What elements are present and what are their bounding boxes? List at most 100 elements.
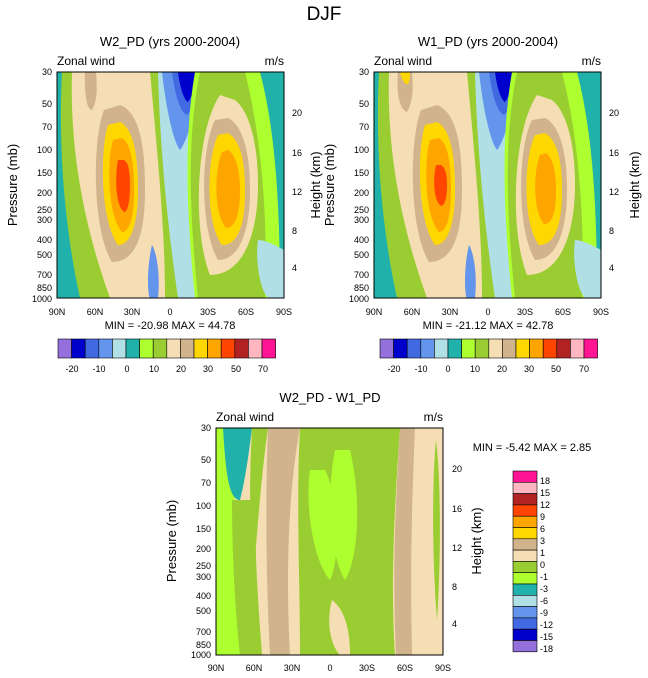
x-axis: 90N 60N 30N 0 30S 60S 90S: [366, 307, 609, 317]
colorbar-label: 30: [203, 364, 213, 374]
colorbar-swatch: [474, 338, 490, 359]
xtick-label: 60S: [555, 307, 571, 317]
ytick-label: 850: [196, 640, 211, 650]
xtick-label: 90S: [276, 307, 292, 317]
y-axis-right: 20 16 12 8 4: [609, 108, 619, 273]
ytick-label: 700: [37, 270, 52, 280]
contour-field: [216, 428, 443, 655]
height-tick-label: 8: [452, 582, 457, 592]
xtick-label: 0: [485, 307, 490, 317]
colorbar-swatch: [512, 493, 538, 506]
y-axis-left: 30 50 70 100 150 200 250 300 400 500 700…: [349, 67, 369, 304]
y-axis-right: 20 16 12 8 4: [452, 464, 462, 629]
colorbar-label: 18: [540, 476, 550, 486]
ytick-label: 150: [354, 168, 369, 178]
y-axis-label: Pressure (mb): [5, 144, 20, 226]
colorbar-label: -20: [387, 364, 400, 374]
colorbar-top-left: -20 -10 0 10 20 30 50 70: [57, 338, 276, 374]
colorbar-swatch: [447, 338, 462, 359]
colorbar-label: 10: [470, 364, 480, 374]
x-axis: 90N 60N 30N 0 30S 60S 90S: [49, 307, 292, 317]
colorbar-swatch: [261, 338, 276, 359]
colorbar-swatch: [512, 640, 538, 653]
contour-field: [374, 72, 601, 298]
colorbar-label: 0: [124, 364, 129, 374]
ytick-label: 700: [196, 627, 211, 637]
colorbar-label: -10: [414, 364, 427, 374]
y-axis-label: Pressure (mb): [164, 500, 179, 582]
colorbar-label: 9: [540, 512, 545, 522]
colorbar-swatch: [570, 338, 585, 359]
ytick-label: 500: [37, 250, 52, 260]
colorbar-swatch: [583, 338, 598, 359]
panel-title: W2_PD - W1_PD: [279, 390, 380, 405]
contour-field: [57, 72, 284, 298]
y-axis-right-label: Height (km): [627, 151, 642, 218]
colorbar-swatch: [420, 338, 435, 359]
colorbar-swatch: [556, 338, 571, 359]
ytick-label: 50: [359, 99, 369, 109]
y-axis-right: 20 16 12 8 4: [292, 108, 302, 273]
colorbar-label: 70: [258, 364, 268, 374]
colorbar-swatch: [502, 338, 517, 359]
colorbar-swatch: [512, 470, 538, 483]
colorbar-swatch: [461, 338, 476, 359]
colorbar-label: -12: [540, 620, 553, 630]
colorbar-label: -20: [65, 364, 78, 374]
height-tick-label: 8: [609, 226, 614, 236]
colorbar-label: 3: [540, 536, 545, 546]
panel-title: W2_PD (yrs 2000-2004): [100, 34, 240, 49]
ytick-label: 1000: [32, 294, 52, 304]
ytick-label: 100: [354, 145, 369, 155]
colorbar-swatch: [512, 583, 538, 596]
colorbar-label: 20: [497, 364, 507, 374]
colorbar-label: -1: [540, 572, 548, 582]
colorbar-label: 50: [231, 364, 241, 374]
stats-text: MIN = -21.12 MAX = 42.78: [423, 320, 554, 332]
colorbar-swatch: [434, 338, 449, 359]
ytick-label: 100: [37, 145, 52, 155]
colorbar-diff: 18 15 12 9 6 3 1 0 -1 -3 -6 -9 -12 -15 -…: [512, 470, 553, 654]
colorbar-swatch: [512, 515, 538, 528]
colorbar-swatch: [512, 594, 538, 607]
colorbar-label: -6: [540, 596, 548, 606]
height-tick-label: 16: [452, 504, 462, 514]
ytick-label: 50: [201, 455, 211, 465]
y-axis-right-label: Height (km): [469, 507, 484, 574]
ytick-label: 70: [42, 122, 52, 132]
ytick-label: 70: [359, 122, 369, 132]
colorbar-label: 70: [579, 364, 589, 374]
colorbar-label: -18: [540, 644, 553, 654]
ytick-label: 850: [354, 283, 369, 293]
xtick-label: 90S: [435, 663, 451, 673]
right-label: m/s: [582, 54, 601, 68]
ytick-label: 1000: [349, 294, 369, 304]
ytick-label: 150: [37, 168, 52, 178]
ytick-label: 250: [196, 561, 211, 571]
panel-w1: W1_PD (yrs 2000-2004) Zonal wind m/s: [322, 34, 642, 332]
xtick-label: 30S: [359, 663, 375, 673]
colorbar-swatch: [512, 572, 538, 585]
colorbar-swatch: [248, 338, 263, 359]
colorbar-swatch: [166, 338, 181, 359]
suptitle: DJF: [307, 4, 342, 25]
xtick-label: 0: [327, 663, 332, 673]
colorbar-swatch: [512, 481, 538, 494]
colorbar-label: 6: [540, 524, 545, 534]
ytick-label: 500: [196, 606, 211, 616]
height-tick-label: 8: [292, 226, 297, 236]
ytick-label: 850: [37, 283, 52, 293]
ytick-label: 70: [201, 478, 211, 488]
ytick-label: 30: [42, 67, 52, 77]
colorbar-label: 0: [540, 560, 545, 570]
colorbar-label: 20: [176, 364, 186, 374]
right-label: m/s: [424, 410, 443, 424]
colorbar-label: 30: [524, 364, 534, 374]
ytick-label: 100: [196, 501, 211, 511]
ytick-label: 300: [196, 572, 211, 582]
height-tick-label: 20: [609, 108, 619, 118]
x-axis: 90N 60N 30N 0 30S 60S 90S: [208, 663, 451, 673]
colorbar-label: 10: [149, 364, 159, 374]
ytick-label: 300: [37, 215, 52, 225]
